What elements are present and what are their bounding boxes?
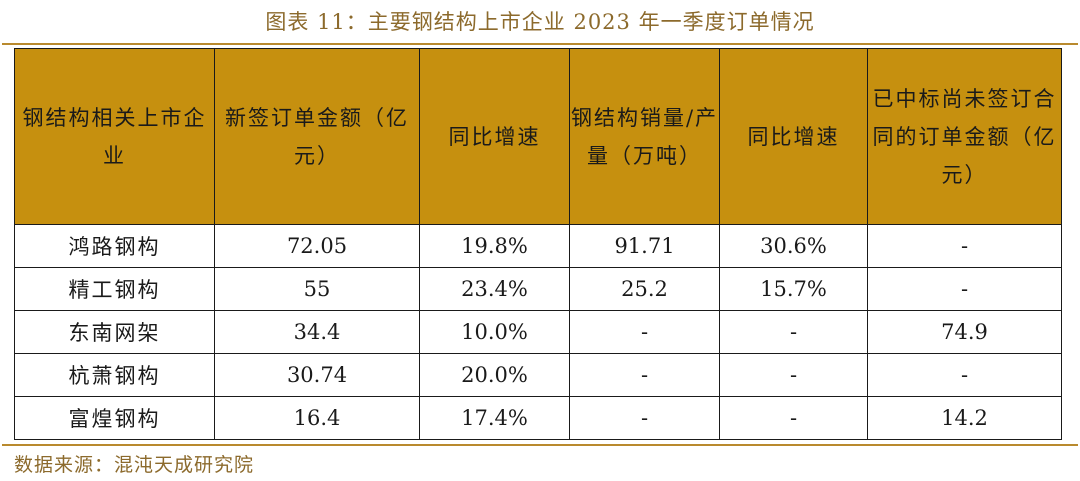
header-new-orders: 新签订单金额（亿元） (214, 48, 420, 225)
top-rule (2, 43, 1078, 45)
source-note: 数据来源：混沌天成研究院 (14, 454, 255, 476)
table-cell: 20.0% (419, 353, 570, 397)
table-row: 精工钢构 55 23.4% 25.2 15.7% - (14, 267, 1062, 311)
table-cell: - (719, 353, 868, 397)
table-row: 杭萧钢构 30.74 20.0% - - - (14, 353, 1062, 397)
table-cell: 34.4 (214, 310, 420, 354)
company-cell: 杭萧钢构 (14, 353, 215, 397)
company-cell: 鸿路钢构 (14, 224, 215, 268)
table-cell: 91.71 (569, 224, 720, 268)
header-company: 钢结构相关上市企业 (14, 48, 215, 225)
table-cell: - (719, 310, 868, 354)
table-cell: - (569, 396, 720, 440)
header-growth-2: 同比增速 (719, 48, 868, 225)
table-cell: 30.6% (719, 224, 868, 268)
table-cell: - (719, 396, 868, 440)
table-cell: - (867, 224, 1062, 268)
header-growth-1: 同比增速 (419, 48, 570, 225)
company-cell: 东南网架 (14, 310, 215, 354)
table-row: 鸿路钢构 72.05 19.8% 91.71 30.6% - (14, 224, 1062, 268)
bottom-rule (2, 444, 1078, 446)
table-row: 富煌钢构 16.4 17.4% - - 14.2 (14, 396, 1062, 440)
table-cell: 17.4% (419, 396, 570, 440)
order-table: 钢结构相关上市企业 新签订单金额（亿元） 同比增速 钢结构销量/产量（万吨） 同… (14, 48, 1062, 440)
table-cell: 74.9 (867, 310, 1062, 354)
table-cell: 30.74 (214, 353, 420, 397)
table-cell: - (569, 353, 720, 397)
table-cell: 72.05 (214, 224, 420, 268)
figure-title: 图表 11：主要钢结构上市企业 2023 年一季度订单情况 (265, 10, 815, 34)
table-cell: 55 (214, 267, 420, 311)
company-cell: 富煌钢构 (14, 396, 215, 440)
table-cell: 14.2 (867, 396, 1062, 440)
table-cell: - (867, 267, 1062, 311)
header-pending-orders: 已中标尚未签订合同的订单金额（亿元） (867, 48, 1062, 225)
header-volume: 钢结构销量/产量（万吨） (569, 48, 720, 225)
company-cell: 精工钢构 (14, 267, 215, 311)
table-cell: 15.7% (719, 267, 868, 311)
table-row: 东南网架 34.4 10.0% - - 74.9 (14, 310, 1062, 354)
table-cell: 19.8% (419, 224, 570, 268)
table-cell: - (569, 310, 720, 354)
header-row: 钢结构相关上市企业 新签订单金额（亿元） 同比增速 钢结构销量/产量（万吨） 同… (14, 48, 1062, 225)
table-cell: 10.0% (419, 310, 570, 354)
table-cell: - (867, 353, 1062, 397)
table-cell: 25.2 (569, 267, 720, 311)
table-cell: 23.4% (419, 267, 570, 311)
table-cell: 16.4 (214, 396, 420, 440)
